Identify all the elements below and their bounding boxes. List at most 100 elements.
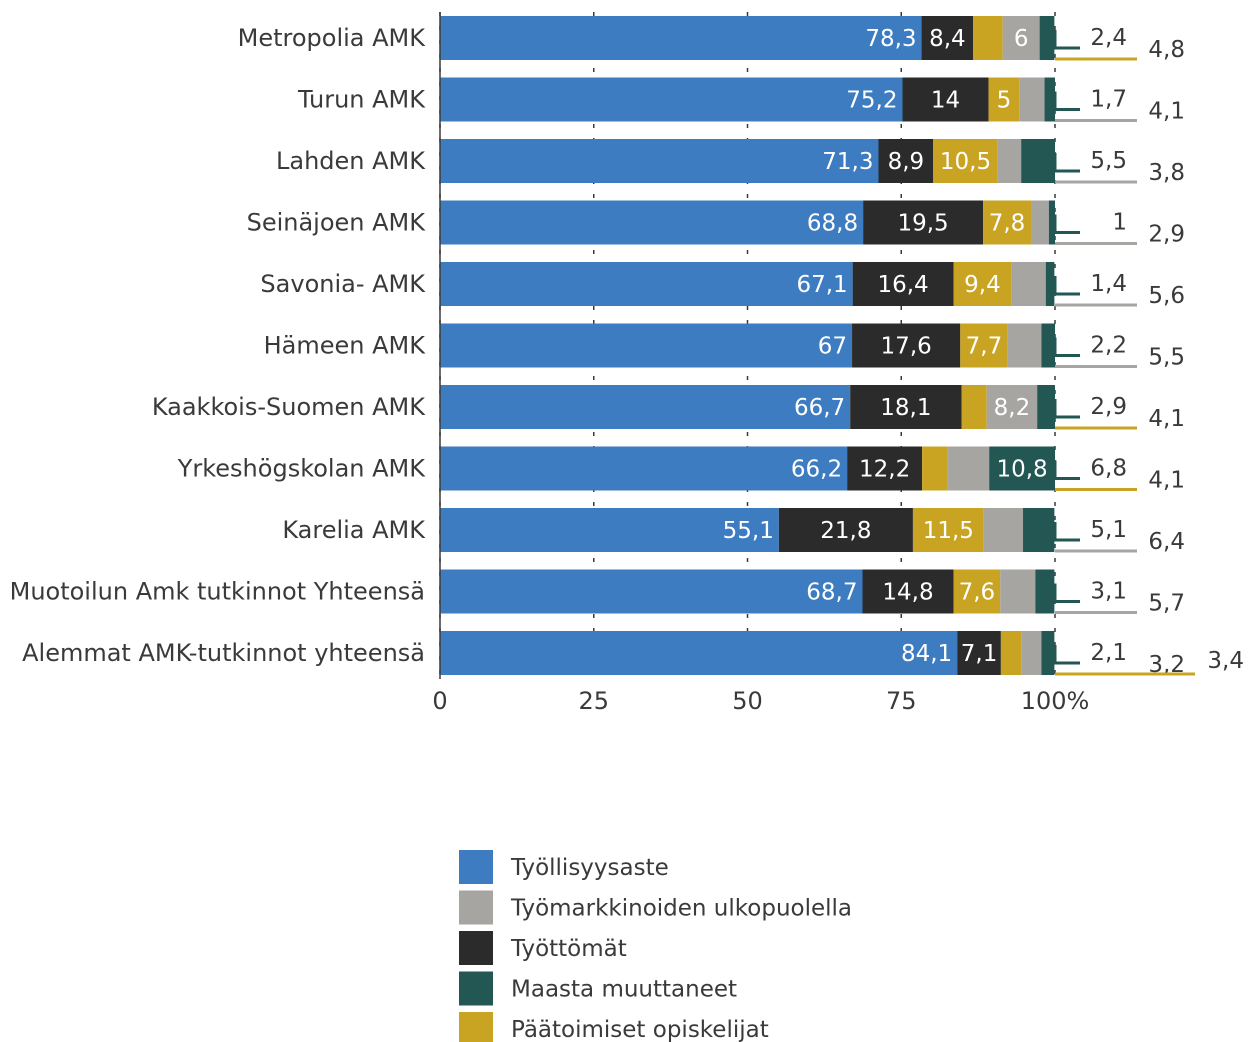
bar-segment <box>440 508 779 552</box>
data-label: 68,8 <box>807 211 858 237</box>
bar-segment <box>953 569 1001 614</box>
category-label: Muotoilun Amk tutkinnot Yhteensä <box>10 578 425 606</box>
category-label: Lahden AMK <box>276 147 426 175</box>
data-label: 84,1 <box>901 641 952 667</box>
category-label: Yrkeshögskolan AMK <box>177 455 427 483</box>
category-label: Seinäjoen AMK <box>247 209 427 237</box>
bar-segment <box>1031 200 1049 245</box>
bar-segment <box>1041 631 1055 675</box>
callout-leader <box>1053 337 1080 357</box>
bar-segment <box>850 385 962 429</box>
callout-label: 5,5 <box>1148 345 1185 371</box>
category-labels: Metropolia AMK Turun AMK Lahden AMK Seinäjo… <box>10 24 427 667</box>
bar-segment <box>440 323 853 368</box>
data-label: 68,7 <box>806 580 857 606</box>
callout-label: 1,7 <box>1090 87 1127 113</box>
data-label: 6 <box>1014 26 1029 52</box>
callout-label: 2,4 <box>1090 25 1127 51</box>
callout-label: 6,8 <box>1090 456 1127 482</box>
bar-segment <box>1041 323 1055 368</box>
callout-label: 2,1 <box>1090 640 1127 666</box>
data-label: 67 <box>818 334 847 360</box>
x-tick-label: 0 <box>432 687 447 715</box>
bar-segment <box>960 323 1008 368</box>
bar-segment <box>933 139 998 183</box>
callout-label: 4,8 <box>1148 37 1185 63</box>
bar-segment <box>878 139 934 183</box>
bar-segment <box>947 446 990 491</box>
bar-segment <box>1000 569 1036 614</box>
bar-segment <box>989 446 1055 491</box>
category-label: Savonia- AMK <box>260 270 426 298</box>
legend-swatch <box>459 931 493 965</box>
legend-swatch <box>459 971 493 1006</box>
callout-label: 5,7 <box>1148 591 1185 617</box>
callout-leader <box>1053 399 1080 419</box>
callouts: 2,4 4,8 1,7 4,1 5,5 3,8 1 2,9 1,4 5,6 2,2 5,5 2,9 4,1… <box>1053 25 1244 678</box>
callout-leader <box>1053 460 1080 480</box>
bar-segment <box>862 569 954 614</box>
category-label: Hämeen AMK <box>264 332 427 360</box>
callout-label: 2,9 <box>1148 222 1185 248</box>
x-tick-label: 25 <box>578 687 609 715</box>
bar-segment <box>852 262 954 306</box>
bar-segment <box>440 446 848 491</box>
data-label: 8,2 <box>994 395 1031 421</box>
callout-leader <box>1053 214 1080 234</box>
callout-label: 5,1 <box>1090 517 1127 543</box>
bar-segment <box>961 385 987 429</box>
data-label: 7,6 <box>959 580 996 606</box>
callout-leader <box>1053 276 1080 296</box>
bar-segment <box>440 200 864 245</box>
callout-leader <box>1053 91 1080 111</box>
bar-segment <box>440 569 863 614</box>
bar-segment <box>440 77 903 122</box>
callout-label: 4,1 <box>1148 406 1185 432</box>
bar-segment <box>953 262 1012 306</box>
bar-segment <box>912 508 984 552</box>
bar-segment <box>1023 508 1055 552</box>
data-label: 14 <box>931 88 960 114</box>
callout-label: 6,4 <box>1148 529 1185 555</box>
bar-segment <box>1021 631 1042 675</box>
bar-segment <box>986 385 1038 429</box>
bar-segment <box>1044 77 1055 122</box>
data-label: 9,4 <box>964 272 1001 298</box>
bar-segment <box>852 323 961 368</box>
bar-segment <box>957 631 1001 675</box>
bars: 78,3 8,4 6 75,2 14 5 71,3 8,9 10,5 68,8 19,5 7,8 67,… <box>440 16 1055 675</box>
bar-segment <box>1048 200 1055 245</box>
bar-segment <box>922 446 948 491</box>
callout-leader <box>1053 522 1080 542</box>
bar-segment <box>1021 139 1055 183</box>
data-label: 7,8 <box>989 211 1026 237</box>
data-label: 10,5 <box>940 149 991 175</box>
bar-segment <box>1019 77 1045 122</box>
bar-segment <box>440 139 879 183</box>
legend-label: Päätoimiset opiskelijat <box>511 1017 769 1042</box>
bar-segment <box>1045 262 1055 306</box>
data-label: 8,9 <box>888 149 925 175</box>
data-label: 8,4 <box>929 26 966 52</box>
data-label: 21,8 <box>820 518 871 544</box>
callout-label: 5,5 <box>1090 148 1127 174</box>
x-tick-label: 100% <box>1021 687 1090 715</box>
data-label: 18,1 <box>880 395 931 421</box>
bar-segment <box>440 16 922 60</box>
category-label: Metropolia AMK <box>238 24 427 52</box>
data-label: 67,1 <box>796 272 847 298</box>
x-tick-label: 75 <box>886 687 917 715</box>
callout-label: 3,8 <box>1148 160 1185 186</box>
legend: Työllisyysaste Työmarkkinoiden ulkopuolel… <box>459 850 852 1042</box>
x-tick-label: 50 <box>732 687 763 715</box>
legend-label: Työllisyysaste <box>510 855 669 881</box>
callout-label: 3,1 <box>1090 579 1127 605</box>
bar-segment <box>921 16 974 60</box>
callout-label: 4,1 <box>1148 99 1185 125</box>
bar-segment <box>440 631 958 675</box>
data-label: 12,2 <box>859 457 910 483</box>
legend-swatch <box>459 1012 493 1042</box>
data-label: 14,8 <box>882 580 933 606</box>
callout-leader <box>1053 583 1080 603</box>
